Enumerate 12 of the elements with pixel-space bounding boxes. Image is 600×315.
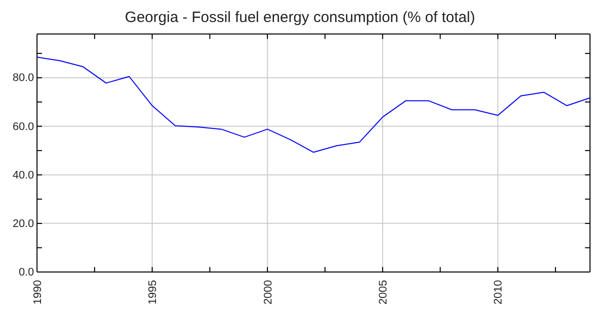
x-tick-label: 2000: [262, 280, 274, 304]
y-tick-label: 20.0: [12, 218, 34, 230]
chart-title: Georgia - Fossil fuel energy consumption (% of total): [124, 9, 476, 26]
y-tick-label: 40.0: [12, 169, 34, 182]
y-tick-label: 0.0: [18, 266, 34, 279]
y-tick-label: 80.0: [12, 72, 34, 84]
x-tick-label: 2005: [377, 280, 390, 304]
x-tick-label: 1995: [147, 280, 160, 304]
line-series: [36, 56, 590, 153]
x-tick-label: 2010: [492, 280, 505, 304]
x-tick-label: 1990: [32, 280, 44, 304]
y-tick-label: 60.0: [12, 120, 34, 133]
